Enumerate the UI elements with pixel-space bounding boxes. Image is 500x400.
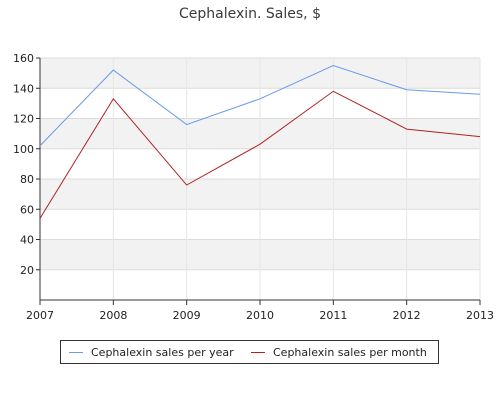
- legend-label-series-1: Cephalexin sales per year: [91, 345, 234, 359]
- x-tick-label: 2008: [99, 309, 127, 322]
- legend-item-series-2: Cephalexin sales per month: [251, 341, 427, 363]
- y-tick-label: 60: [20, 203, 34, 216]
- y-tick-label: 140: [13, 82, 34, 95]
- y-tick-label: 80: [20, 173, 34, 186]
- legend-swatch-series-1: [69, 351, 83, 353]
- y-tick-label: 120: [13, 113, 34, 126]
- legend-swatch-series-2: [251, 351, 265, 353]
- y-tick-label: 40: [20, 234, 34, 247]
- series-line-2: [39, 90, 481, 219]
- legend-item-series-1: Cephalexin sales per year: [69, 341, 234, 363]
- legend: Cephalexin sales per year Cephalexin sal…: [60, 340, 439, 364]
- series-lines: [39, 65, 481, 219]
- y-axis-ticks: 20 40 60 80 100 120 140 160: [13, 52, 40, 277]
- x-tick-label: 2013: [466, 309, 494, 322]
- y-tick-label: 160: [13, 52, 34, 65]
- chart-title: Cephalexin. Sales, $: [178, 6, 321, 22]
- legend-label-series-2: Cephalexin sales per month: [273, 345, 427, 359]
- x-axis-ticks: 2007 2008 2009 2010 2011 2012 2013: [26, 300, 494, 322]
- x-tick-label: 2007: [26, 309, 54, 322]
- x-tick-label: 2012: [393, 309, 421, 322]
- x-tick-label: 2010: [246, 309, 274, 322]
- y-tick-label: 100: [13, 143, 34, 156]
- x-tick-label: 2009: [173, 309, 201, 322]
- y-tick-label: 20: [20, 264, 34, 277]
- series-line-1: [39, 65, 481, 147]
- x-tick-label: 2011: [319, 309, 347, 322]
